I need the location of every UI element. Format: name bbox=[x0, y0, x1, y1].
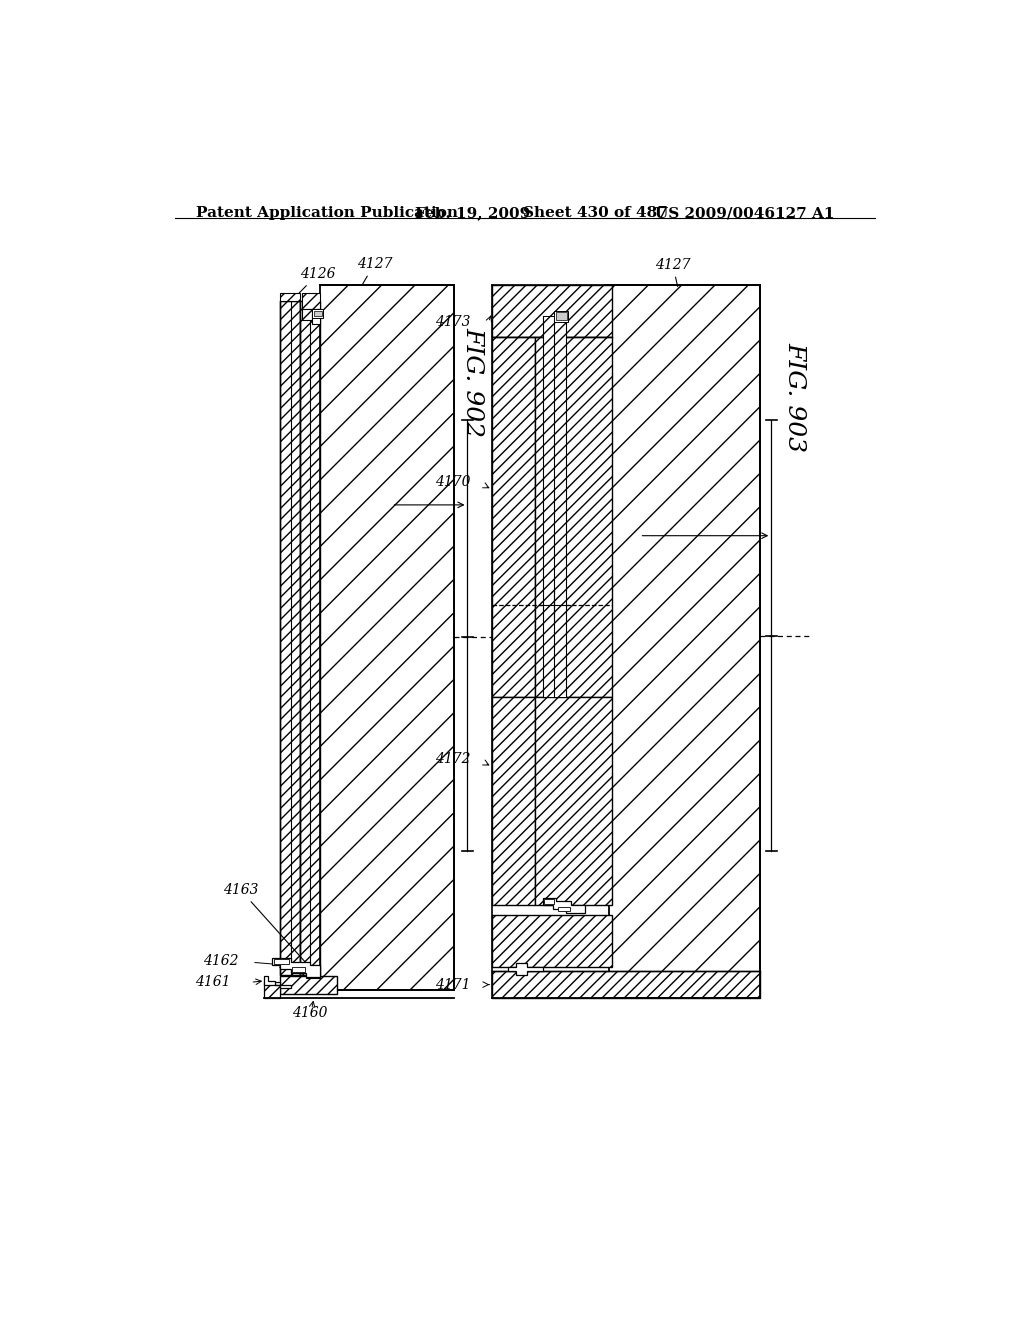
Bar bbox=[292, 966, 305, 972]
Bar bbox=[493, 285, 612, 337]
Text: 4171: 4171 bbox=[435, 978, 471, 991]
Bar bbox=[312, 309, 321, 323]
Bar bbox=[280, 301, 300, 974]
Bar bbox=[493, 915, 612, 966]
Bar bbox=[493, 970, 760, 998]
Bar bbox=[544, 899, 554, 904]
Text: US 2009/0046127 A1: US 2009/0046127 A1 bbox=[655, 206, 835, 220]
Text: Feb. 19, 2009: Feb. 19, 2009 bbox=[415, 206, 530, 220]
Text: Patent Application Publication: Patent Application Publication bbox=[197, 206, 458, 220]
Text: 4173: 4173 bbox=[435, 315, 471, 330]
Bar bbox=[302, 309, 312, 321]
Text: 4126: 4126 bbox=[294, 267, 336, 298]
Text: 4170: 4170 bbox=[435, 475, 471, 488]
Text: Sheet 430 of 487: Sheet 430 of 487 bbox=[523, 206, 668, 220]
Bar bbox=[302, 293, 321, 309]
Text: 4127: 4127 bbox=[655, 257, 690, 286]
Bar bbox=[543, 317, 554, 697]
Text: 4172: 4172 bbox=[435, 752, 471, 766]
Bar bbox=[535, 337, 612, 697]
Text: 4161: 4161 bbox=[195, 975, 230, 989]
Bar bbox=[280, 293, 300, 301]
Polygon shape bbox=[263, 977, 291, 989]
Polygon shape bbox=[508, 964, 543, 974]
Bar bbox=[312, 309, 324, 318]
Polygon shape bbox=[543, 898, 586, 913]
Bar bbox=[535, 697, 612, 906]
Text: 4162: 4162 bbox=[203, 954, 238, 968]
Polygon shape bbox=[272, 958, 321, 977]
Bar bbox=[493, 337, 535, 697]
Bar bbox=[306, 965, 321, 978]
Bar bbox=[280, 977, 337, 994]
Bar bbox=[558, 907, 569, 911]
Text: FIG. 903: FIG. 903 bbox=[783, 342, 806, 453]
Text: 4160: 4160 bbox=[293, 1006, 328, 1020]
Bar bbox=[300, 301, 321, 974]
Bar bbox=[273, 960, 289, 964]
Bar bbox=[321, 285, 454, 990]
Bar bbox=[556, 313, 566, 321]
Bar bbox=[554, 312, 568, 322]
Text: 4127: 4127 bbox=[356, 257, 392, 285]
Text: 4163: 4163 bbox=[222, 883, 310, 968]
Text: FIG. 902: FIG. 902 bbox=[461, 327, 484, 437]
Bar bbox=[554, 317, 566, 697]
Bar bbox=[263, 982, 280, 998]
Bar bbox=[493, 697, 535, 906]
Bar bbox=[314, 312, 322, 317]
Bar bbox=[608, 285, 760, 998]
